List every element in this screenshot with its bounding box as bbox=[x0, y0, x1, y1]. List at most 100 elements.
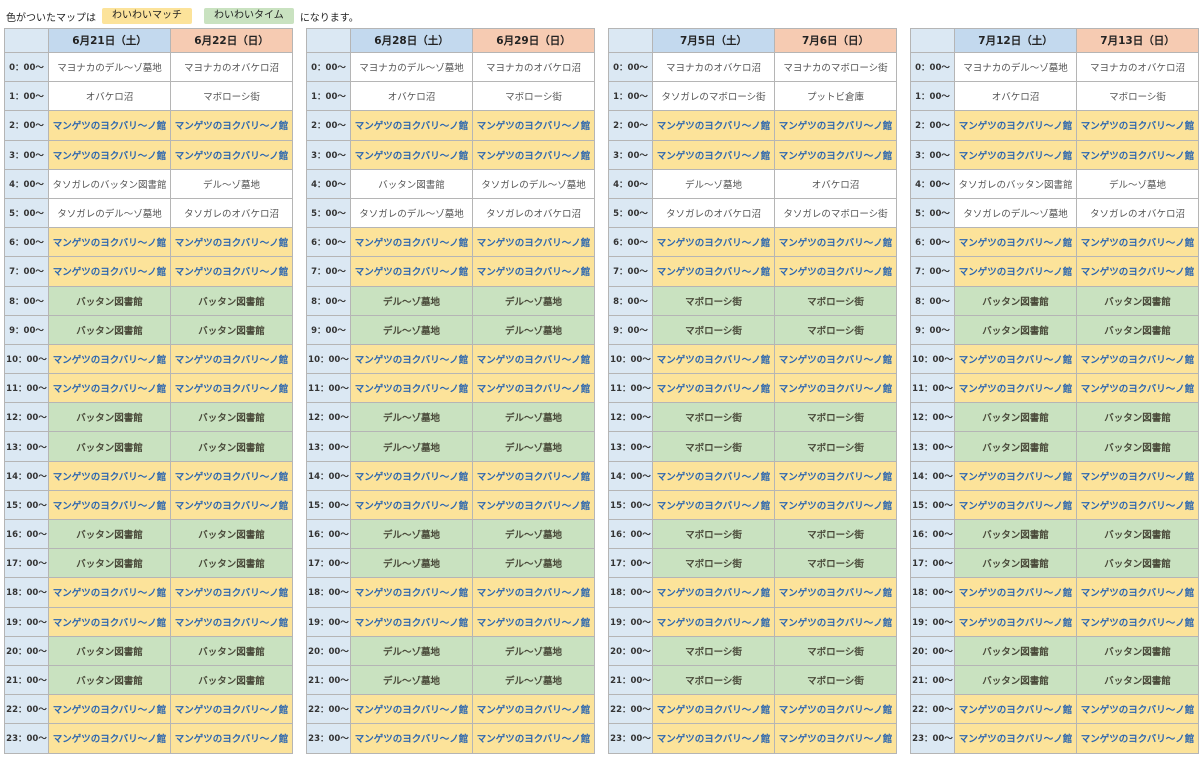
time-cell: 4：00～ bbox=[306, 168, 351, 199]
legend-prefix: 色がついたマップは bbox=[6, 12, 96, 24]
map-cell-match: マンゲツのヨクバリ～ノ館 bbox=[48, 723, 171, 754]
table-row: 14：00～ マンゲツのヨクバリ～ノ館 マンゲツのヨクバリ～ノ館 bbox=[306, 460, 595, 491]
map-cell-match: マンゲツのヨクバリ～ノ館 bbox=[350, 489, 473, 521]
map-cell-match: マンゲツのヨクバリ～ノ館 bbox=[170, 110, 293, 141]
time-cell: 18：00～ bbox=[910, 577, 955, 608]
time-cell: 15：00～ bbox=[608, 489, 653, 521]
map-cell-time: バッタン図書館 bbox=[170, 314, 293, 345]
table-row: 9：00～ バッタン図書館 バッタン図書館 bbox=[4, 314, 293, 345]
day-header-sat: 7月5日（土） bbox=[652, 28, 775, 53]
time-cell: 0：00～ bbox=[910, 51, 955, 83]
map-cell-time: マボローシ街 bbox=[652, 402, 775, 433]
map-cell-match: マンゲツのヨクバリ～ノ館 bbox=[472, 606, 595, 637]
table-row: 19：00～ マンゲツのヨクバリ～ノ館 マンゲツのヨクバリ～ノ館 bbox=[4, 606, 293, 637]
map-cell-time: バッタン図書館 bbox=[48, 431, 171, 462]
map-cell: マヨナカのオバケロ沼 bbox=[1076, 51, 1199, 83]
map-cell-match: マンゲツのヨクバリ～ノ館 bbox=[170, 577, 293, 608]
header-row: 7月12日（土） 7月13日（日） bbox=[910, 28, 1199, 53]
table-row: 21：00～ バッタン図書館 バッタン図書館 bbox=[4, 664, 293, 696]
map-cell-match: マンゲツのヨクバリ～ノ館 bbox=[350, 694, 473, 725]
map-cell-match: マンゲツのヨクバリ～ノ館 bbox=[774, 460, 897, 491]
map-cell: マヨナカのデル～ゾ墓地 bbox=[48, 51, 171, 83]
map-cell-time: デル～ゾ墓地 bbox=[472, 285, 595, 316]
time-cell: 22：00～ bbox=[306, 694, 351, 725]
map-cell-match: マンゲツのヨクバリ～ノ館 bbox=[48, 139, 171, 170]
table-row: 11：00～ マンゲツのヨクバリ～ノ館 マンゲツのヨクバリ～ノ館 bbox=[306, 373, 595, 404]
time-cell: 14：00～ bbox=[608, 460, 653, 491]
time-cell: 7：00～ bbox=[910, 256, 955, 287]
time-cell: 10：00～ bbox=[608, 343, 653, 375]
time-cell: 7：00～ bbox=[4, 256, 49, 287]
time-cell: 14：00～ bbox=[306, 460, 351, 491]
map-cell-time: マボローシ街 bbox=[652, 548, 775, 579]
map-cell-time: バッタン図書館 bbox=[48, 635, 171, 666]
map-cell: タソガレのバッタン図書館 bbox=[48, 168, 171, 199]
time-cell: 2：00～ bbox=[4, 110, 49, 141]
time-cell: 16：00～ bbox=[306, 518, 351, 550]
time-cell: 10：00～ bbox=[4, 343, 49, 375]
table-row: 5：00～ タソガレのデル～ゾ墓地 タソガレのオバケロ沼 bbox=[4, 197, 293, 229]
table-row: 12：00～ マボローシ街 マボローシ街 bbox=[608, 402, 897, 433]
table-row: 2：00～ マンゲツのヨクバリ～ノ館 マンゲツのヨクバリ～ノ館 bbox=[306, 110, 595, 141]
map-cell-match: マンゲツのヨクバリ～ノ館 bbox=[1076, 110, 1199, 141]
time-cell: 6：00～ bbox=[608, 227, 653, 258]
map-cell-time: バッタン図書館 bbox=[170, 548, 293, 579]
table-row: 19：00～ マンゲツのヨクバリ～ノ館 マンゲツのヨクバリ～ノ館 bbox=[306, 606, 595, 637]
map-cell-time: バッタン図書館 bbox=[1076, 314, 1199, 345]
map-cell-match: マンゲツのヨクバリ～ノ館 bbox=[472, 460, 595, 491]
map-cell: デル～ゾ墓地 bbox=[1076, 168, 1199, 199]
map-cell-match: マンゲツのヨクバリ～ノ館 bbox=[350, 723, 473, 754]
time-cell: 5：00～ bbox=[4, 197, 49, 229]
table-row: 1：00～ オバケロ沼 マボローシ街 bbox=[306, 81, 595, 112]
map-cell-match: マンゲツのヨクバリ～ノ館 bbox=[48, 460, 171, 491]
table-row: 21：00～ バッタン図書館 バッタン図書館 bbox=[910, 664, 1199, 696]
map-cell-time: マボローシ街 bbox=[774, 664, 897, 696]
table-row: 21：00～ マボローシ街 マボローシ街 bbox=[608, 664, 897, 696]
map-cell-match: マンゲツのヨクバリ～ノ館 bbox=[48, 373, 171, 404]
map-cell: タソガレのデル～ゾ墓地 bbox=[48, 197, 171, 229]
time-cell: 6：00～ bbox=[306, 227, 351, 258]
table-row: 17：00～ デル～ゾ墓地 デル～ゾ墓地 bbox=[306, 548, 595, 579]
table-row: 1：00～ オバケロ沼 マボローシ街 bbox=[4, 81, 293, 112]
table-row: 12：00～ バッタン図書館 バッタン図書館 bbox=[4, 402, 293, 433]
map-cell-time: デル～ゾ墓地 bbox=[350, 402, 473, 433]
map-cell-match: マンゲツのヨクバリ～ノ館 bbox=[472, 373, 595, 404]
map-cell-match: マンゲツのヨクバリ～ノ館 bbox=[652, 489, 775, 521]
table-row: 8：00～ マボローシ街 マボローシ街 bbox=[608, 285, 897, 316]
map-cell-match: マンゲツのヨクバリ～ノ館 bbox=[170, 460, 293, 491]
map-cell-match: マンゲツのヨクバリ～ノ館 bbox=[774, 110, 897, 141]
time-cell: 17：00～ bbox=[910, 548, 955, 579]
map-cell: マヨナカのマボローシ街 bbox=[774, 51, 897, 83]
table-row: 5：00～ タソガレのデル～ゾ墓地 タソガレのオバケロ沼 bbox=[306, 197, 595, 229]
map-cell-match: マンゲツのヨクバリ～ノ館 bbox=[774, 489, 897, 521]
map-cell-match: マンゲツのヨクバリ～ノ館 bbox=[48, 606, 171, 637]
time-cell: 9：00～ bbox=[910, 314, 955, 345]
map-cell: マボローシ街 bbox=[1076, 81, 1199, 112]
time-cell: 13：00～ bbox=[910, 431, 955, 462]
time-cell: 18：00～ bbox=[306, 577, 351, 608]
time-cell: 12：00～ bbox=[910, 402, 955, 433]
time-cell: 12：00～ bbox=[608, 402, 653, 433]
time-cell: 14：00～ bbox=[910, 460, 955, 491]
time-cell: 1：00～ bbox=[306, 81, 351, 112]
time-cell: 1：00～ bbox=[910, 81, 955, 112]
table-row: 22：00～ マンゲツのヨクバリ～ノ館 マンゲツのヨクバリ～ノ館 bbox=[4, 694, 293, 725]
time-cell: 20：00～ bbox=[4, 635, 49, 666]
time-cell: 12：00～ bbox=[306, 402, 351, 433]
table-row: 14：00～ マンゲツのヨクバリ～ノ館 マンゲツのヨクバリ～ノ館 bbox=[608, 460, 897, 491]
map-cell-match: マンゲツのヨクバリ～ノ館 bbox=[350, 110, 473, 141]
map-cell-time: バッタン図書館 bbox=[170, 431, 293, 462]
time-cell: 15：00～ bbox=[4, 489, 49, 521]
time-cell: 5：00～ bbox=[306, 197, 351, 229]
time-cell: 23：00～ bbox=[910, 723, 955, 754]
time-cell: 1：00～ bbox=[608, 81, 653, 112]
time-cell: 4：00～ bbox=[4, 168, 49, 199]
legend-chip-match: わいわいマッチ bbox=[102, 8, 192, 24]
map-cell-match: マンゲツのヨクバリ～ノ館 bbox=[350, 577, 473, 608]
map-cell-time: デル～ゾ墓地 bbox=[350, 635, 473, 666]
table-row: 10：00～ マンゲツのヨクバリ～ノ館 マンゲツのヨクバリ～ノ館 bbox=[910, 343, 1199, 375]
legend: 色がついたマップは わいわいマッチ わいわいタイム になります。 bbox=[6, 6, 359, 26]
map-cell-match: マンゲツのヨクバリ～ノ館 bbox=[472, 723, 595, 754]
map-cell-time: バッタン図書館 bbox=[1076, 402, 1199, 433]
time-cell: 2：00～ bbox=[608, 110, 653, 141]
